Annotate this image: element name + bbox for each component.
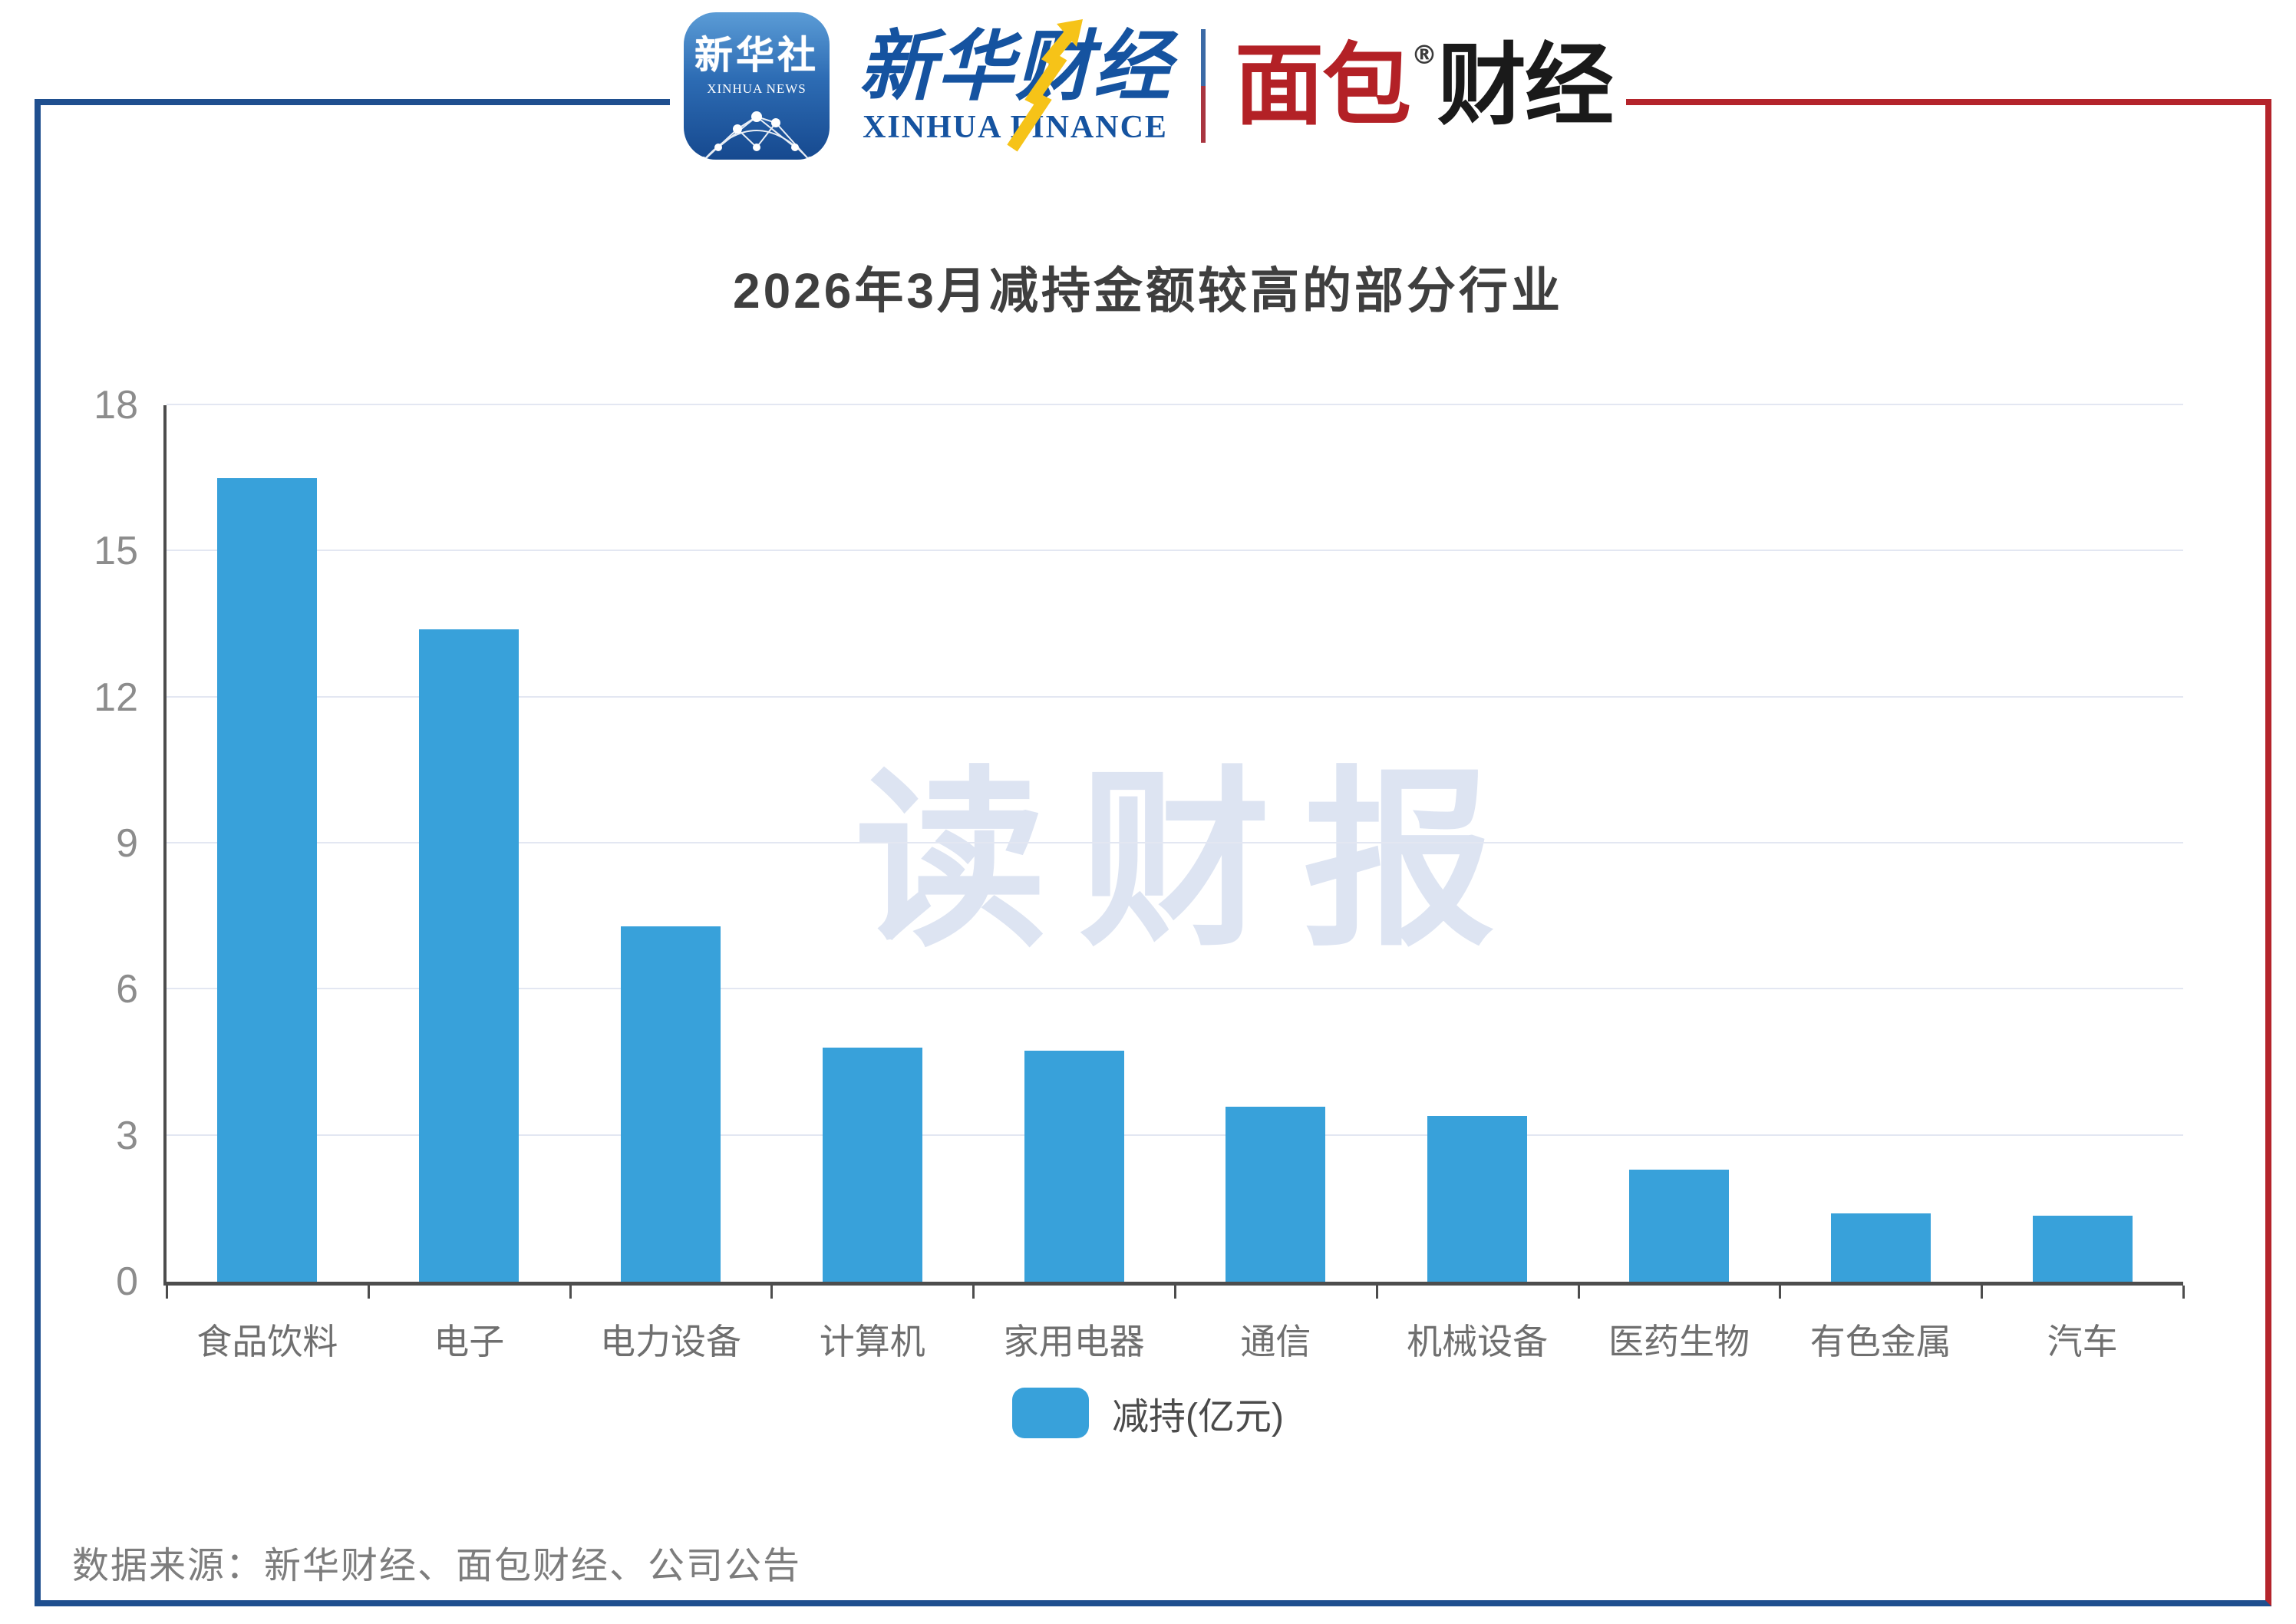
chart-title: 2026年3月减持金额较高的部分行业 — [733, 263, 1563, 319]
bar-slot: 电力设备 — [570, 405, 772, 1362]
x-axis-tick — [1981, 1286, 1984, 1299]
bar-slot: 电子 — [368, 405, 570, 1362]
bar-机械设备 — [1427, 1116, 1528, 1282]
gridline-6 — [167, 988, 2183, 990]
bar-slot: 汽车 — [1981, 405, 2183, 1362]
gridline-3 — [167, 1134, 2183, 1136]
bar-食品饮料 — [217, 478, 318, 1282]
x-tick-label: 机械设备 — [1407, 1322, 1549, 1362]
x-axis-tick — [367, 1286, 370, 1299]
bar-slot: 计算机 — [771, 405, 973, 1362]
x-axis-tick — [972, 1286, 975, 1299]
bar-slot: 机械设备 — [1377, 405, 1578, 1362]
bar-slot: 医药生物 — [1578, 405, 1780, 1362]
y-tick-label-0: 0 — [116, 1259, 138, 1304]
bar-通信 — [1226, 1106, 1326, 1282]
legend-label: 减持(亿元) — [1112, 1397, 1284, 1438]
bar-slot: 有色金属 — [1780, 405, 1981, 1362]
frame-border — [35, 99, 2271, 1606]
y-tick-label-12: 12 — [94, 675, 138, 720]
legend-item[interactable]: 减持(亿元) — [1012, 1386, 1284, 1440]
y-tick-label-9: 9 — [116, 821, 138, 866]
xinhua-finance-logo: 新华财经 XINHUA FINANCE — [859, 18, 1172, 151]
y-tick-label-3: 3 — [116, 1113, 138, 1158]
bar-slot: 通信 — [1175, 405, 1377, 1362]
header-logos: 新华社 XINHUA NEWS 新华财经 — [670, 12, 1626, 160]
x-axis-tick — [166, 1286, 168, 1299]
bread-finance-black-text: 财经 — [1437, 34, 1614, 137]
xinhua-news-title: 新华社 — [694, 34, 819, 77]
x-axis-tick — [1577, 1286, 1580, 1299]
x-axis-line — [163, 1282, 2183, 1286]
bar-series: 食品饮料 电子 电力设备 计算机 家用电器 通信 机械设备 医药生物 有色金属 汽车 — [167, 405, 2183, 1362]
x-axis-tick — [569, 1286, 572, 1299]
rising-arrow-icon — [997, 18, 1089, 160]
bar-汽车 — [2032, 1216, 2133, 1282]
xinhua-news-subtitle: XINHUA NEWS — [707, 81, 807, 96]
bar-计算机 — [822, 1048, 922, 1282]
bar-slot: 食品饮料 — [167, 405, 368, 1362]
network-globe-icon — [695, 97, 818, 160]
bar-电力设备 — [620, 926, 721, 1282]
frame-topline-left — [35, 99, 706, 105]
y-tick-label-6: 6 — [116, 967, 138, 1012]
x-tick-label: 计算机 — [819, 1322, 925, 1362]
x-tick-label: 医药生物 — [1608, 1322, 1750, 1362]
gridline-9 — [167, 842, 2183, 843]
xinhua-news-logo: 新华社 XINHUA NEWS — [684, 12, 830, 160]
bar-电子 — [419, 629, 520, 1282]
x-axis-tick — [1375, 1286, 1378, 1299]
watermark: 读财报 — [855, 754, 1527, 968]
x-tick-label: 电子 — [434, 1322, 505, 1362]
data-source: 数据来源：新华财经、面包财经、公司公告 — [72, 1546, 802, 1586]
gridline-18 — [167, 404, 2183, 405]
bar-slot: 家用电器 — [973, 405, 1175, 1362]
x-axis-tick — [770, 1286, 774, 1299]
y-tick-label-18: 18 — [94, 383, 138, 427]
registered-trademark-icon: ® — [1411, 40, 1437, 71]
x-tick-label: 电力设备 — [599, 1322, 741, 1362]
y-tick-label-15: 15 — [94, 529, 138, 574]
x-axis-tick — [1174, 1286, 1176, 1299]
bread-finance-red-text: 面包 — [1235, 34, 1411, 137]
plot-area: 读财报 食品饮料 电子 电力设备 计算机 家用电器 通信 机械设备 医药生物 有色金属 汽车 — [163, 404, 2185, 1362]
x-tick-label: 有色金属 — [1809, 1322, 1951, 1362]
gridline-15 — [167, 550, 2183, 552]
frame-topline-right — [1604, 99, 2271, 105]
gridline-12 — [167, 695, 2183, 698]
header-divider — [1201, 29, 1206, 143]
bar-有色金属 — [1830, 1213, 1931, 1282]
bar-家用电器 — [1024, 1050, 1124, 1282]
x-tick-label: 食品饮料 — [196, 1322, 338, 1362]
y-axis-labels: 0 3 6 9 12 15 18 — [46, 385, 146, 1302]
xinhua-finance-title: 新华财经 — [859, 23, 1172, 110]
bread-finance-logo: 面包®财经 — [1235, 40, 1614, 130]
x-axis-tick — [1779, 1286, 1782, 1299]
bar-医药生物 — [1628, 1170, 1729, 1282]
legend-swatch — [1012, 1388, 1090, 1438]
x-tick-label: 通信 — [1240, 1322, 1311, 1362]
y-axis-line — [163, 405, 167, 1282]
x-tick-label: 家用电器 — [1003, 1322, 1145, 1362]
x-axis-tick — [2182, 1286, 2185, 1299]
x-tick-label: 汽车 — [2047, 1322, 2118, 1362]
